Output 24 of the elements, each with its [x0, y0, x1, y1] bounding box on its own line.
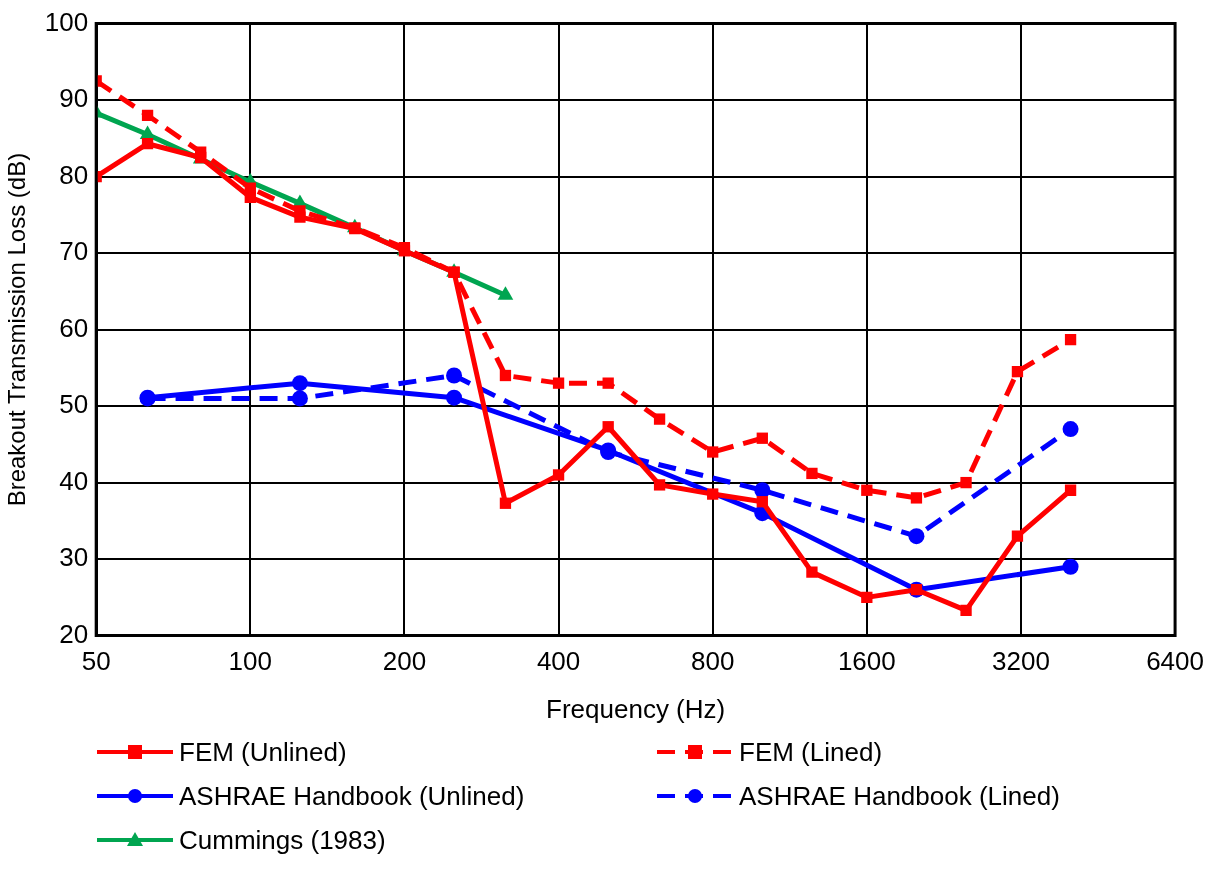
y-tick-label: 50: [59, 389, 89, 420]
y-tick-label: 60: [59, 312, 89, 343]
x-tick-label: 1600: [837, 646, 896, 677]
y-tick-label: 100: [44, 6, 89, 37]
legend-label: ASHRAE Handbook (Lined): [739, 780, 1060, 812]
x-axis-title: Frequency (Hz): [546, 693, 726, 724]
legend-label: ASHRAE Handbook (Unlined): [179, 780, 525, 812]
legend-label: FEM (Unlined): [179, 736, 347, 768]
x-tick-label: 200: [382, 646, 427, 677]
y-tick-label: 80: [59, 159, 89, 190]
y-tick-label: 70: [59, 236, 89, 267]
x-tick-label: 50: [81, 646, 111, 677]
x-tick-label: 6400: [1146, 646, 1204, 677]
legend-label: Cummings (1983): [179, 824, 386, 856]
x-tick-label: 400: [536, 646, 581, 677]
y-tick-label: 30: [59, 542, 89, 573]
x-tick-label: 100: [228, 646, 272, 677]
x-tick-label: 3200: [992, 646, 1050, 677]
y-tick-label: 20: [59, 618, 89, 649]
y-axis-title: Breakout Transmission Loss (dB): [3, 152, 31, 507]
legend-label: FEM (Lined): [739, 736, 883, 768]
y-tick-label: 40: [59, 465, 89, 496]
x-tick-label: 800: [691, 646, 735, 677]
y-tick-label: 90: [59, 83, 89, 114]
